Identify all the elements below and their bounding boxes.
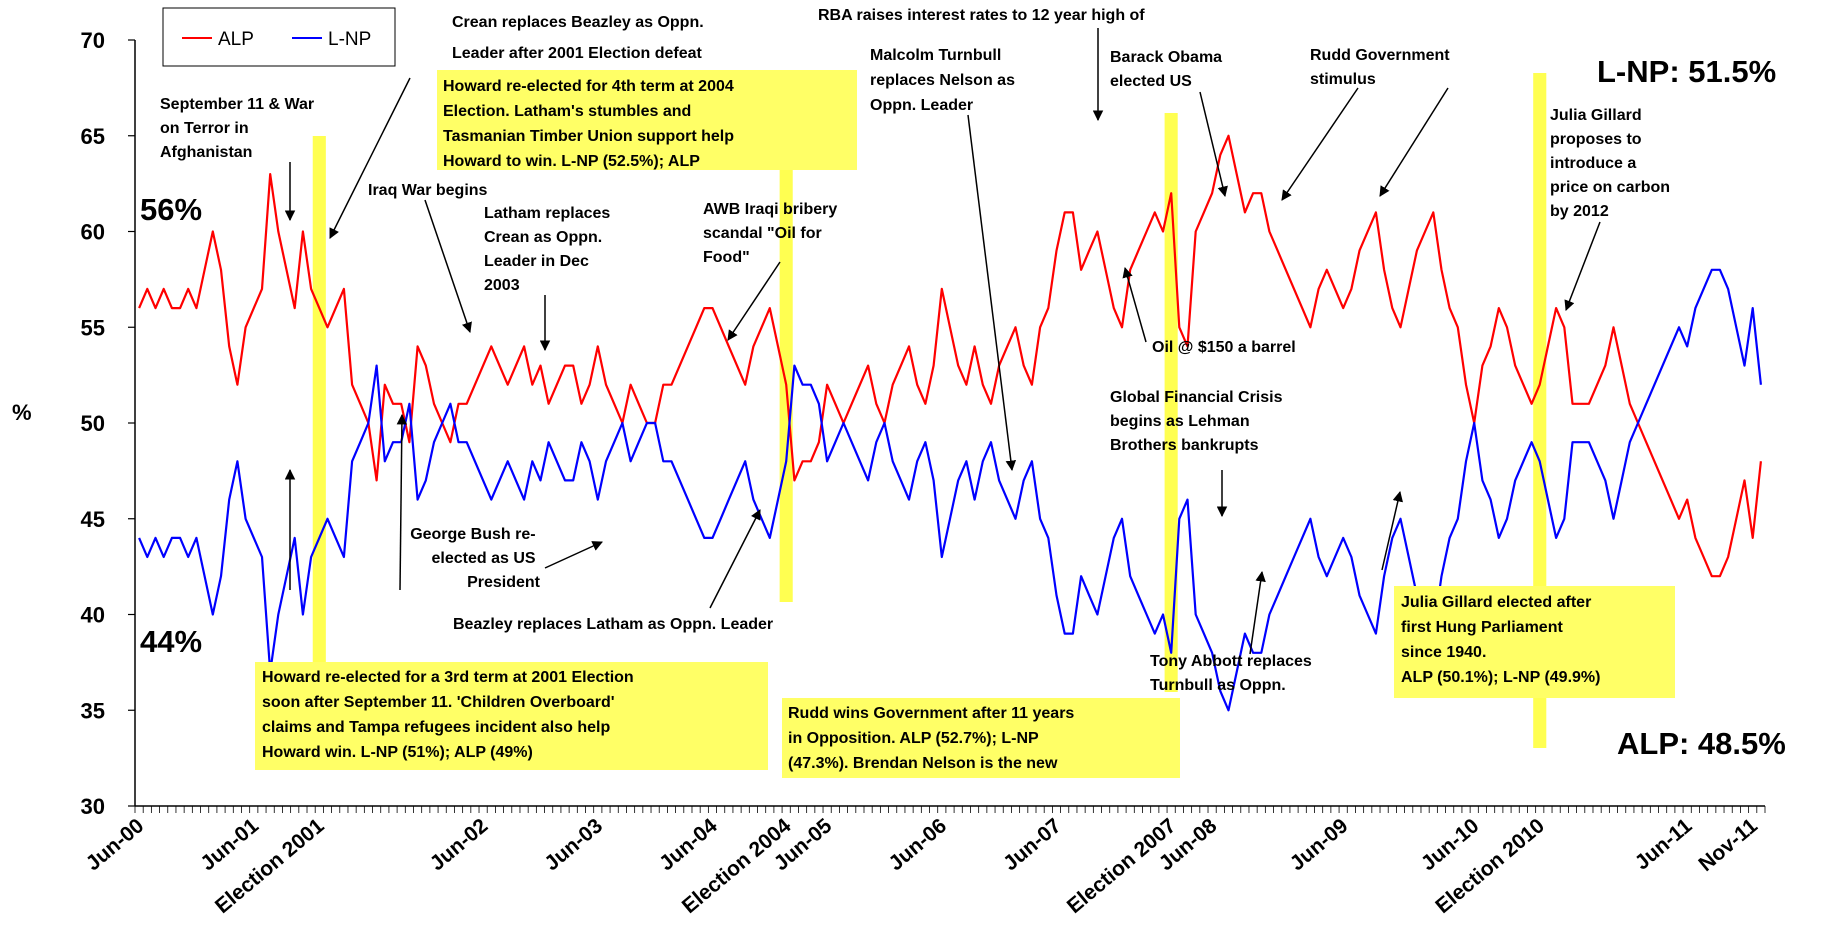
- arrow-iraq: [424, 199, 472, 333]
- ann-sep11: September 11 & War on Terror in Afghanis…: [160, 96, 319, 161]
- y-tick-label: 35: [81, 698, 105, 723]
- ann-howard2001: Howard re-elected for a 3rd term at 2001…: [262, 669, 638, 761]
- y-tick-label: 45: [81, 507, 105, 532]
- y-axis-label: %: [12, 400, 32, 425]
- start-label-alp: 56%: [140, 192, 202, 227]
- y-tick-label: 70: [81, 28, 105, 53]
- y-tick-label: 55: [81, 315, 105, 340]
- x-tick-label: Jun-03: [540, 814, 607, 875]
- ann-turnbull: Malcolm Turnbull replaces Nelson as Oppn…: [870, 47, 1019, 114]
- start-label-lnp: 44%: [140, 624, 202, 659]
- legend-label-lnp: L-NP: [328, 29, 371, 50]
- end-label-lnp: L-NP: 51.5%: [1597, 54, 1776, 89]
- annotation-boxes: [255, 70, 1675, 778]
- y-tick-label: 30: [81, 794, 105, 819]
- annotation-arrows: [284, 28, 1601, 655]
- ann-rba: RBA raises interest rates to 12 year hig…: [818, 7, 1145, 24]
- ann-crean: Crean replaces Beazley as Oppn. Leader a…: [452, 14, 708, 62]
- ann-gfc: Global Financial Crisis begins as Lehman…: [1110, 389, 1287, 454]
- ann-oil: Oil @ $150 a barrel: [1152, 339, 1296, 356]
- annotation-texts: Crean replaces Beazley as Oppn. Leader a…: [160, 7, 1674, 772]
- election-band: [1533, 73, 1547, 748]
- ann-obama: Barack Obama elected US: [1110, 49, 1227, 90]
- ann-gillard2010: Julia Gillard elected after first Hung P…: [1401, 594, 1600, 686]
- y-tick-label: 50: [81, 411, 105, 436]
- arrow-gillard-carbon: [1564, 221, 1601, 311]
- election-highlight-bands: [312, 73, 1547, 748]
- plot-axes: [128, 39, 1766, 813]
- arrow-oil: [1122, 266, 1147, 343]
- ann-iraq: Iraq War begins: [368, 182, 488, 199]
- ann-rudd-stimulus: Rudd Government stimulus: [1310, 47, 1454, 88]
- arrow-obama: [1199, 91, 1228, 198]
- x-tick-label: Nov-11: [1694, 814, 1762, 876]
- ann-bush: George Bush re- elected as US President: [410, 526, 540, 591]
- arrow-rudd-stimulus: [1281, 87, 1359, 201]
- x-tick-label: Jun-04: [655, 814, 722, 875]
- arrow-bush-2: [396, 413, 408, 591]
- series-line-l-np: [138, 268, 1762, 712]
- arrow-turnbull: [967, 114, 1017, 472]
- legend-box: [162, 7, 396, 67]
- arrow-awb: [727, 261, 781, 341]
- series-lines: [138, 134, 1762, 712]
- arrow-bush-3: [544, 541, 603, 569]
- x-tick-label: Jun-11: [1631, 814, 1697, 875]
- box-howard2004: [437, 70, 857, 170]
- y-tick-label: 60: [81, 220, 105, 245]
- election-band: [312, 136, 326, 662]
- ann-abbott: Tony Abbott replaces Turnbull as Oppn.: [1150, 653, 1316, 694]
- ann-gillard-carbon: Julia Gillard proposes to introduce a pr…: [1550, 107, 1674, 220]
- end-label-alp: ALP: 48.5%: [1617, 726, 1786, 761]
- series-line-alp: [138, 134, 1762, 578]
- ann-latham: Latham replaces Crean as Oppn. Leader in…: [484, 205, 615, 294]
- y-tick-label: 40: [81, 603, 105, 628]
- box-gillard2010: [1394, 586, 1675, 698]
- x-tick-label: Jun-07: [999, 814, 1066, 875]
- arrow-crean: [329, 77, 411, 239]
- arrow-abbott-1: [1249, 570, 1266, 655]
- arrow-abbott-2: [1381, 490, 1403, 571]
- legend-label-alp: ALP: [218, 29, 254, 50]
- arrow-beazley: [709, 509, 761, 609]
- x-tick-label: Jun-00: [82, 814, 149, 875]
- x-tick-label: Jun-02: [426, 814, 493, 875]
- ann-howard2004: Howard re-elected for 4th term at 2004 E…: [443, 78, 738, 170]
- y-tick-label: 65: [81, 124, 105, 149]
- x-tick-label: Jun-09: [1286, 814, 1353, 875]
- legend: ALP L-NP: [162, 7, 396, 67]
- ann-rudd2007: Rudd wins Government after 11 years in O…: [788, 705, 1079, 772]
- ann-beazley: Beazley replaces Latham as Oppn. Leader: [453, 616, 773, 633]
- x-tick-label: Jun-06: [884, 814, 951, 875]
- ann-awb: AWB Iraqi bribery scandal "Oil for Food": [703, 201, 842, 266]
- box-rudd2007: [782, 698, 1180, 778]
- box-howard2001: [255, 662, 768, 770]
- arrow-rudd-stimulus-2: [1379, 87, 1449, 197]
